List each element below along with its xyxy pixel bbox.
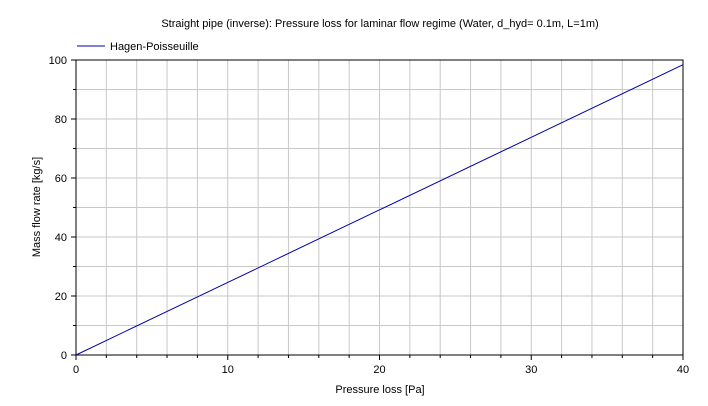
x-tick-label: 10 xyxy=(222,364,234,376)
x-tick-label: 0 xyxy=(73,364,79,376)
y-tick-label: 20 xyxy=(55,291,67,303)
y-axis-label: Mass flow rate [kg/s] xyxy=(31,157,43,257)
y-tick-label: 0 xyxy=(61,350,67,362)
y-tick-label: 80 xyxy=(55,114,67,126)
y-axis: 0 20 40 60 80 100 xyxy=(49,55,76,362)
y-tick-label: 40 xyxy=(55,232,67,244)
series-layer xyxy=(75,64,684,356)
grid xyxy=(76,60,683,355)
legend-label: Hagen-Poisseuille xyxy=(110,41,199,53)
y-tick-label: 60 xyxy=(55,173,67,185)
chart-title: Straight pipe (inverse): Pressure loss f… xyxy=(161,18,598,30)
y-tick-label: 100 xyxy=(49,55,67,67)
x-axis: 0 10 20 30 40 xyxy=(73,355,689,376)
x-tick-label: 40 xyxy=(677,364,689,376)
x-tick-label: 30 xyxy=(525,364,537,376)
series-line-hagen-poisseuille xyxy=(75,64,684,356)
x-axis-label: Pressure loss [Pa] xyxy=(335,384,424,396)
legend: Hagen-Poisseuille xyxy=(77,41,199,53)
x-tick-label: 20 xyxy=(373,364,385,376)
